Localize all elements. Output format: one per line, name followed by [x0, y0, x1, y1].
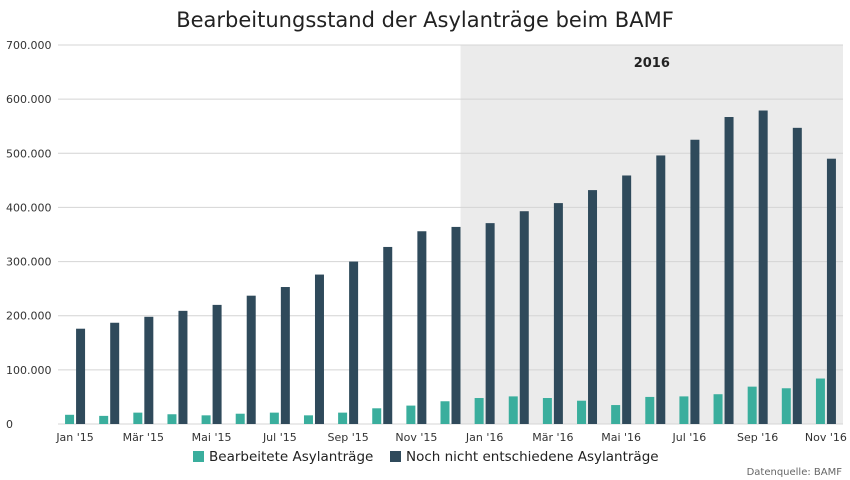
- bar-processed: [167, 414, 177, 424]
- highlight-band-2016: [460, 45, 843, 424]
- bar-processed: [372, 408, 382, 424]
- legend-label-pending: Noch nicht entschiedene Asylanträge: [406, 449, 659, 465]
- y-tick-label: 200.000: [6, 310, 52, 323]
- bar-processed: [508, 396, 518, 424]
- y-axis-tick-labels: 0 100.000 200.000 300.000 400.000 500.000 600.…: [6, 39, 52, 431]
- bar-processed: [235, 413, 245, 424]
- data-source-note: Datenquelle: BAMF: [747, 467, 843, 478]
- bar-processed: [542, 398, 552, 424]
- x-tick-label: Sep '15: [327, 431, 368, 444]
- bar-pending: [144, 316, 154, 424]
- bar-processed: [645, 396, 655, 424]
- bar-pending: [792, 127, 802, 425]
- y-tick-label: 100.000: [6, 364, 52, 377]
- bar-processed: [303, 415, 313, 424]
- y-tick-label: 0: [6, 418, 13, 431]
- x-tick-label: Mai '15: [192, 431, 232, 444]
- x-tick-label: Jan '16: [465, 431, 503, 444]
- bar-processed: [99, 415, 109, 424]
- chart-title: Bearbeitungsstand der Asylanträge beim B…: [176, 8, 674, 32]
- bar-pending: [212, 304, 222, 424]
- bar-pending: [724, 117, 734, 424]
- bar-processed: [474, 398, 484, 424]
- bar-pending: [519, 211, 529, 424]
- bar-pending: [485, 223, 495, 424]
- bar-processed: [406, 405, 416, 424]
- highlight-band-label: 2016: [634, 56, 670, 71]
- x-tick-label: Mär '15: [123, 431, 164, 444]
- x-tick-label: Mär '16: [532, 431, 573, 444]
- bar-pending: [588, 190, 598, 424]
- x-tick-label: Sep '16: [737, 431, 778, 444]
- bar-pending: [656, 155, 666, 425]
- bar-pending: [383, 246, 393, 424]
- bar-pending: [110, 322, 120, 424]
- bar-pending: [280, 287, 290, 424]
- bar-pending: [553, 203, 563, 424]
- bar-processed: [65, 414, 75, 424]
- bar-pending: [758, 110, 768, 425]
- x-tick-label: Jul '15: [262, 431, 297, 444]
- bar-pending: [826, 158, 836, 424]
- bar-processed: [577, 400, 587, 424]
- bar-pending: [622, 175, 632, 424]
- y-tick-label: 400.000: [6, 201, 52, 214]
- bar-pending: [314, 274, 324, 424]
- bar-pending: [349, 261, 359, 424]
- bar-processed: [338, 412, 348, 424]
- x-tick-label: Jan '15: [55, 431, 93, 444]
- x-axis-tick-labels: Jan '15 Mär '15 Mai '15 Jul '15 Sep '15 Nov '…: [55, 431, 847, 444]
- bar-processed: [781, 388, 791, 424]
- bar-pending: [76, 328, 86, 424]
- bar-processed: [201, 415, 211, 424]
- bar-pending: [690, 139, 700, 424]
- bar-pending: [451, 226, 461, 424]
- bar-processed: [815, 378, 825, 424]
- bar-processed: [747, 386, 757, 424]
- legend: Bearbeitete Asylanträge Noch nicht entsc…: [193, 449, 659, 465]
- legend-swatch-pending: [390, 451, 401, 462]
- bar-processed: [713, 394, 723, 424]
- bar-processed: [611, 405, 621, 424]
- bars: [65, 110, 836, 425]
- y-tick-label: 700.000: [6, 39, 52, 52]
- legend-swatch-processed: [193, 451, 204, 462]
- x-tick-label: Nov '16: [805, 431, 847, 444]
- bar-pending: [178, 310, 188, 424]
- x-tick-label: Mai '16: [601, 431, 641, 444]
- bar-pending: [246, 295, 256, 424]
- bar-processed: [679, 396, 689, 424]
- y-tick-label: 600.000: [6, 93, 52, 106]
- legend-label-processed: Bearbeitete Asylanträge: [209, 449, 373, 465]
- y-tick-label: 500.000: [6, 147, 52, 160]
- x-tick-label: Nov '15: [395, 431, 437, 444]
- bar-pending: [417, 231, 427, 424]
- bar-processed: [440, 401, 450, 424]
- y-tick-label: 300.000: [6, 256, 52, 269]
- bar-processed: [269, 412, 279, 424]
- bar-processed: [133, 412, 143, 424]
- gridlines: [58, 44, 843, 425]
- x-tick-label: Jul '16: [672, 431, 707, 444]
